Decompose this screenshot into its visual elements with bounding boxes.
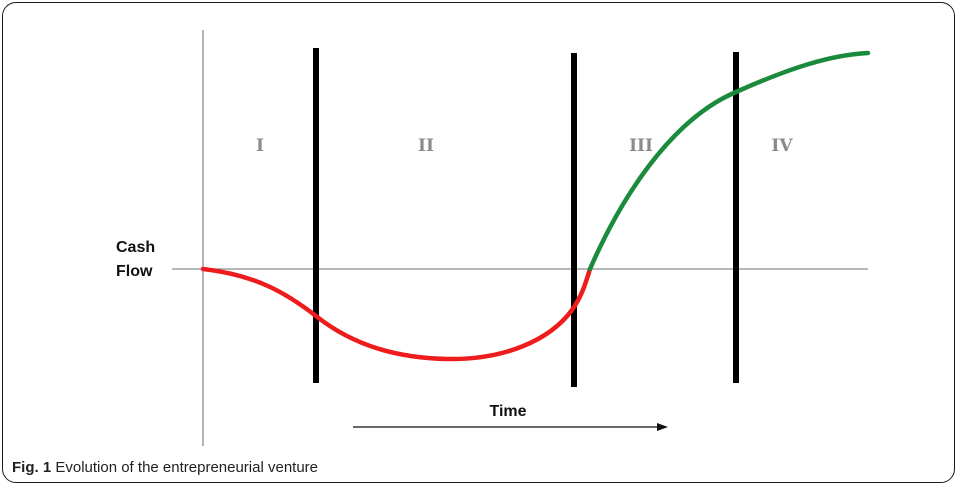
positive-cash-flow-curve [587,50,871,272]
y-axis-label-flow: Flow [116,263,153,280]
time-axis-label: Time [489,403,526,420]
phase-label-1: I [256,136,264,156]
figure-caption-text: Evolution of the entrepreneurial venture [55,459,319,476]
phase-label-2: II [418,136,434,156]
figure-caption: Fig. 1 Evolution of the entrepreneurial … [12,459,318,476]
figure-number: Fig. 1 [12,459,52,476]
time-arrow-head [657,423,668,431]
phase-label-4: IV [771,136,793,156]
y-axis-label-cash: Cash [116,239,155,256]
negative-cash-flow-curve [200,266,593,362]
phase-label-3: III [629,136,653,156]
